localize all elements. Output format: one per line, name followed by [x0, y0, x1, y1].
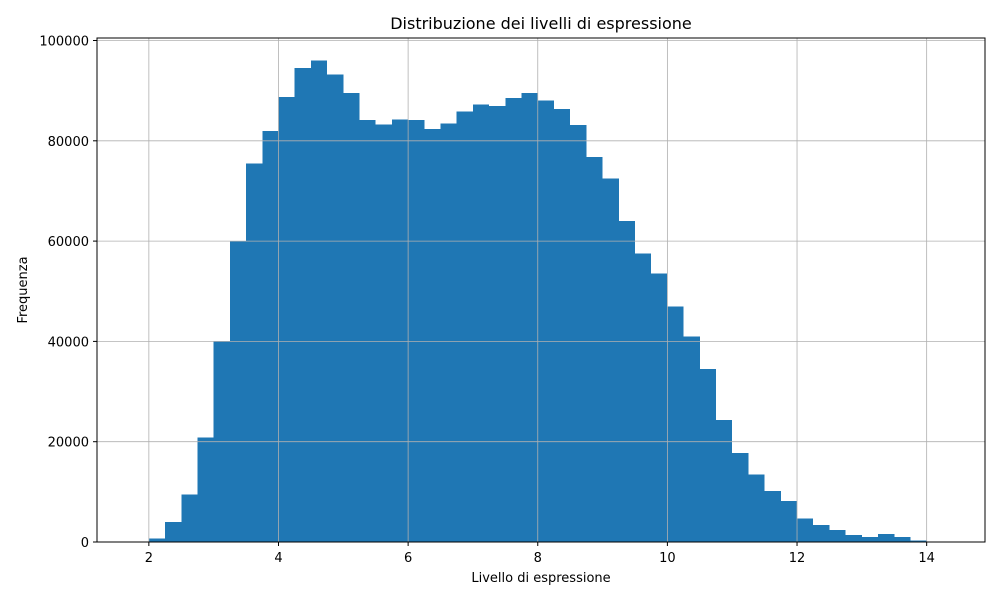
- histogram-bar: [570, 124, 587, 542]
- x-tick-label: 4: [274, 551, 282, 566]
- histogram-bar: [375, 124, 392, 542]
- histogram-bar: [553, 109, 571, 542]
- y-tick-label: 100000: [39, 35, 89, 50]
- histogram-bar: [246, 163, 263, 542]
- histogram-bar: [586, 156, 603, 542]
- histogram-bar: [197, 437, 214, 542]
- x-tick-label: 12: [789, 551, 806, 566]
- histogram-bar: [278, 97, 295, 542]
- histogram-bar: [391, 119, 409, 542]
- x-tick-label: 6: [404, 551, 412, 566]
- histogram-bar: [440, 123, 457, 543]
- histogram-bar: [343, 93, 360, 542]
- histogram-bar: [456, 111, 473, 542]
- histogram-bar: [716, 420, 733, 542]
- histogram-bar: [602, 178, 619, 542]
- plot-frame: [96, 37, 986, 543]
- histogram-bar: [229, 241, 247, 542]
- y-tick-label: 20000: [48, 436, 89, 451]
- histogram-bar: [683, 336, 700, 542]
- x-axis-ticks: 2 4 6 8 10 12 14: [145, 542, 935, 566]
- histogram-bar: [148, 538, 166, 542]
- histogram-bar: [797, 518, 814, 542]
- histogram-bar: [651, 273, 668, 542]
- histogram-bar: [732, 453, 749, 542]
- histogram-bar: [894, 536, 911, 542]
- histogram-bar: [813, 524, 830, 542]
- histogram-bar: [310, 60, 328, 542]
- histogram-bar: [408, 120, 425, 542]
- histogram-bar: [294, 68, 311, 543]
- y-tick-label: 0: [81, 536, 89, 551]
- y-axis-ticks: 0 20000 40000 60000 80000 100000: [39, 35, 97, 551]
- histogram-bar: [181, 494, 198, 542]
- histogram-bar: [845, 534, 862, 542]
- histogram-bar: [667, 306, 684, 542]
- histogram-bar: [829, 529, 846, 542]
- histogram-bar: [748, 474, 765, 542]
- histogram-bar: [780, 500, 798, 542]
- x-tick-label: 14: [918, 551, 935, 566]
- histogram-bar: [472, 104, 490, 542]
- histogram-bar: [165, 521, 182, 542]
- histogram-bar: [521, 93, 538, 542]
- histogram-bar: [764, 490, 781, 542]
- histogram-bar: [262, 130, 279, 542]
- histogram-bar: [699, 368, 717, 542]
- y-tick-label: 40000: [48, 335, 89, 350]
- histogram-bar: [618, 221, 635, 542]
- x-tick-label: 2: [145, 551, 153, 566]
- x-tick-label: 10: [659, 551, 676, 566]
- y-tick-label: 80000: [48, 135, 89, 150]
- histogram-bar: [359, 120, 376, 542]
- histogram-bar: [634, 253, 652, 542]
- histogram-bar: [489, 106, 506, 542]
- histogram-bar: [861, 536, 879, 542]
- y-tick-label: 60000: [48, 235, 89, 250]
- histogram-bar: [424, 128, 441, 542]
- histogram-bar: [910, 540, 927, 542]
- chart-title: Distribuzione dei livelli di espressione: [390, 14, 692, 33]
- histogram-bar: [537, 100, 554, 542]
- x-tick-label: 8: [534, 551, 542, 566]
- y-axis-label: Frequenza: [16, 256, 31, 323]
- histogram-bar: [505, 98, 522, 542]
- axes: [96, 37, 986, 543]
- histogram-bar: [327, 74, 344, 543]
- x-axis-label: Livello di espressione: [471, 571, 610, 586]
- histogram-bars: [148, 60, 927, 543]
- histogram-bar: [878, 533, 895, 542]
